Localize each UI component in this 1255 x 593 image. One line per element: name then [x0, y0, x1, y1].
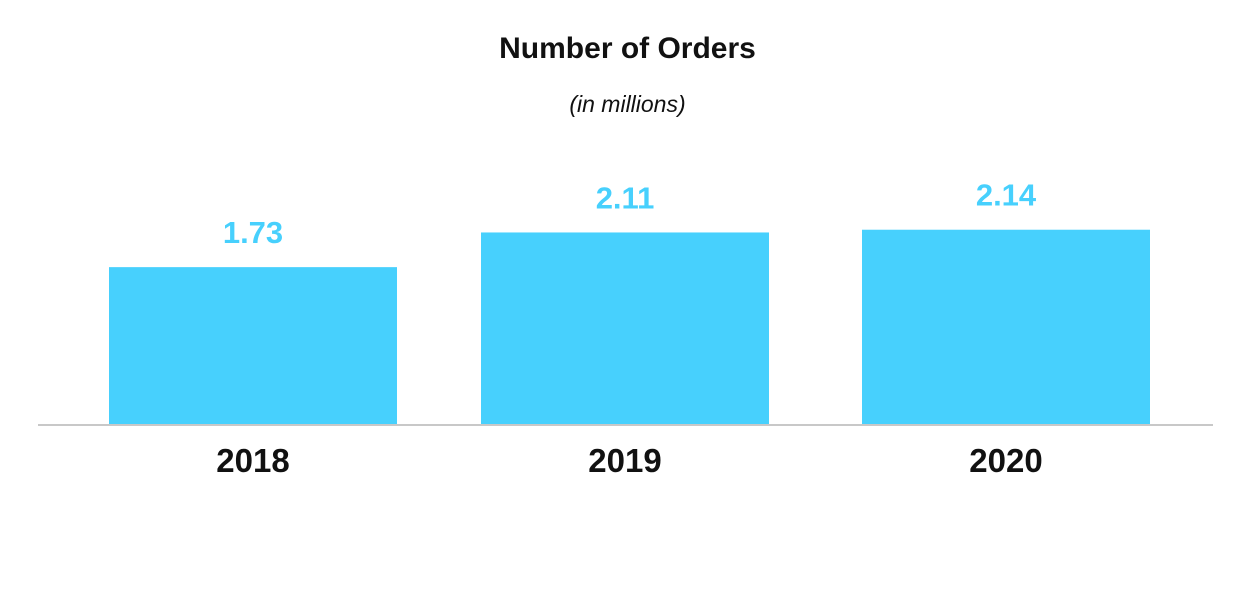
- chart-subtitle: (in millions): [569, 91, 686, 117]
- x-tick-label-2018: 2018: [216, 442, 289, 479]
- bar-2018: [109, 267, 397, 425]
- bars-layer: [109, 229, 1150, 425]
- value-label-2019: 2.11: [596, 180, 655, 215]
- x-tick-labels-layer: 2018 2019 2020: [216, 442, 1042, 479]
- value-labels-layer: 1.73 2.11 2.14: [223, 178, 1037, 250]
- value-label-2020: 2.14: [976, 178, 1037, 213]
- bar-2019: [481, 232, 769, 425]
- chart-title: Number of Orders: [499, 32, 756, 65]
- x-tick-label-2019: 2019: [588, 442, 661, 479]
- x-tick-label-2020: 2020: [969, 442, 1042, 479]
- value-label-2018: 1.73: [223, 215, 283, 250]
- bar-2020: [862, 229, 1150, 425]
